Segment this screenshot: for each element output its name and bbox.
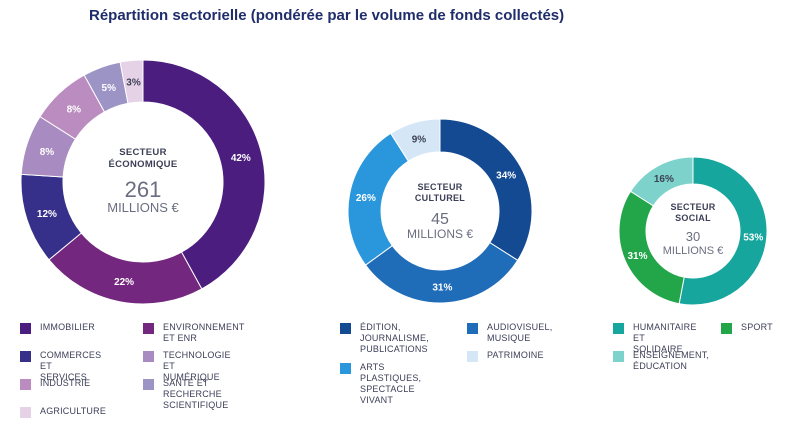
legend-label: PATRIMOINE [487, 350, 544, 360]
legend-item: ENVIRONNEMENT ET ENR [143, 322, 245, 344]
center-label: SECTEUR [119, 147, 167, 158]
center-label: SECTEUR [670, 202, 715, 212]
legend-label: TECHNOLOGIE ET NUMÉRIQUE [163, 350, 231, 382]
legend-label: SPORT [741, 322, 773, 332]
legend-label: SANTÉ ET RECHERCHE SCIENTIFIQUE [163, 378, 229, 410]
total-value: 45 [431, 211, 449, 228]
legend-swatch [340, 363, 351, 374]
legend-swatch [340, 323, 351, 334]
slice-label: 9% [412, 134, 427, 145]
donut-slice [119, 59, 144, 105]
donut-slice [629, 156, 694, 207]
chart-title: Répartition sectorielle (pondérée par le… [89, 7, 565, 24]
center-label: ÉCONOMIQUE [109, 159, 178, 170]
legend-label: ARTS PLASTIQUES, SPECTACLE VIVANT [360, 362, 422, 405]
center-label: SECTEUR [417, 182, 462, 192]
center-label: SOCIAL [675, 213, 711, 223]
legend-swatch [467, 351, 478, 362]
slice-label: 31% [627, 251, 647, 262]
slice-label: 26% [356, 193, 376, 204]
legend-label: HUMANITAIRE ET SOLIDAIRE [633, 322, 697, 354]
slice-label: 53% [743, 233, 763, 244]
legend-swatch [143, 351, 154, 362]
total-unit: MILLIONS € [107, 200, 179, 215]
legend-item: HUMANITAIRE ET SOLIDAIRE [613, 322, 697, 355]
legend-swatch [721, 323, 732, 334]
legend-swatch [20, 323, 31, 334]
legend-swatch [613, 351, 624, 362]
total-value: 261 [125, 177, 162, 202]
legend-swatch [20, 407, 31, 418]
slice-label: 5% [102, 83, 117, 94]
legend-item: ARTS PLASTIQUES, SPECTACLE VIVANT [340, 362, 421, 406]
legend-item: IMMOBILIER [20, 322, 95, 334]
legend-label: AUDIOVISUEL, MUSIQUE [487, 322, 553, 343]
slice-label: 3% [126, 77, 141, 88]
legend-label: IMMOBILIER [40, 322, 96, 332]
legend-swatch [20, 351, 31, 362]
slice-label: 8% [40, 147, 55, 158]
legend-label: COMMERCES ET SERVICES [40, 350, 102, 382]
legend-swatch [613, 323, 624, 334]
slice-label: 42% [231, 153, 251, 164]
legend-item: ÉDITION, JOURNALISME, PUBLICATIONS [340, 322, 429, 355]
total-unit: MILLIONS € [663, 245, 724, 257]
slice-label: 34% [496, 171, 516, 182]
legend-label: ENVIRONNEMENT ET ENR [163, 322, 245, 343]
total-value: 30 [686, 229, 700, 244]
donut-slice [364, 241, 519, 304]
legend-item: AGRICULTURE [20, 406, 106, 418]
legend-label: ENSEIGNEMENT, ÉDUCATION [633, 350, 710, 371]
legend-swatch [143, 379, 154, 390]
legend-label: INDUSTRIE [40, 378, 91, 388]
slice-label: 31% [432, 282, 452, 293]
donut-slice [142, 59, 266, 290]
donut-slice [48, 232, 203, 305]
legend-label: AGRICULTURE [40, 406, 107, 416]
center-label: CULTUREL [415, 193, 465, 203]
legend-item: SPORT [721, 322, 773, 334]
legend-item: AUDIOVISUEL, MUSIQUE [467, 322, 552, 344]
legend-swatch [467, 323, 478, 334]
legend-item: TECHNOLOGIE ET NUMÉRIQUE [143, 350, 231, 383]
slice-label: 8% [67, 104, 82, 115]
legend-item: SANTÉ ET RECHERCHE SCIENTIFIQUE [143, 378, 228, 411]
legend-label: ÉDITION, JOURNALISME, PUBLICATIONS [360, 322, 429, 354]
donut-slice [678, 156, 768, 306]
donut-slice [390, 118, 441, 162]
donut-slice [439, 118, 533, 261]
slice-label: 22% [114, 277, 134, 288]
legend-item: ENSEIGNEMENT, ÉDUCATION [613, 350, 709, 372]
legend-item: COMMERCES ET SERVICES [20, 350, 101, 383]
legend-swatch [20, 379, 31, 390]
legend-item: INDUSTRIE [20, 378, 90, 390]
legend-item: PATRIMOINE [467, 350, 544, 362]
slice-label: 12% [37, 209, 57, 220]
total-unit: MILLIONS € [407, 227, 473, 241]
legend-swatch [143, 323, 154, 334]
slice-label: 16% [654, 174, 674, 185]
